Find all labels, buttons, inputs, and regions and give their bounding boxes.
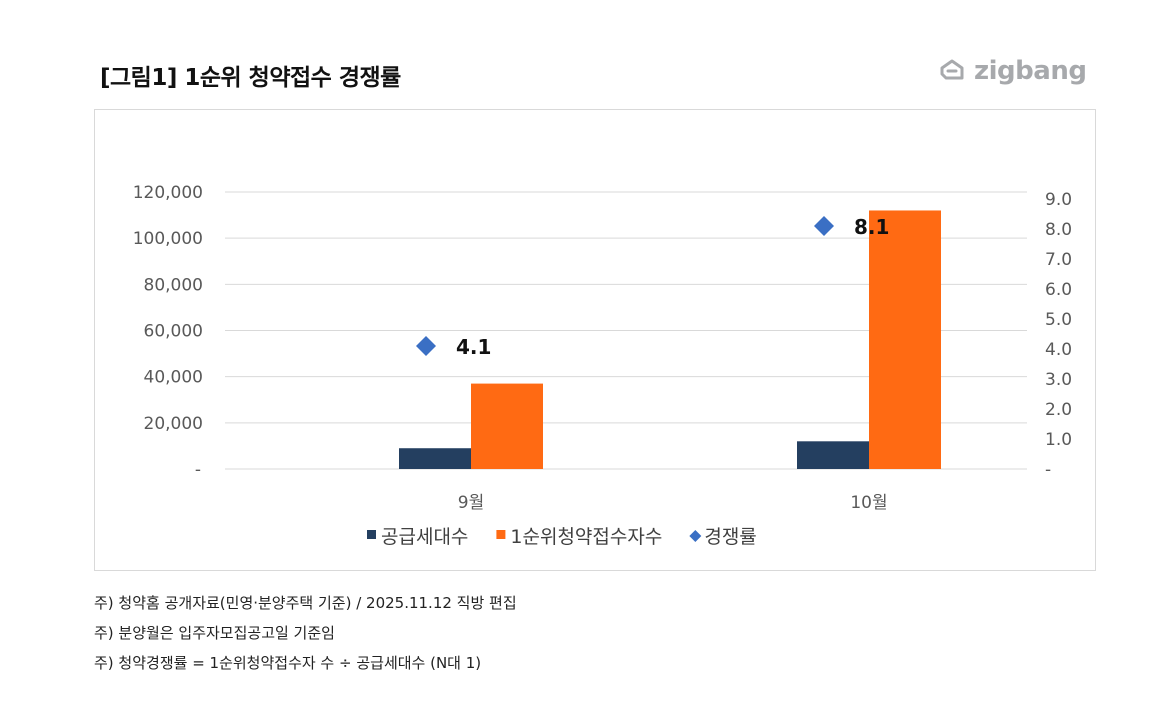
footnote-month-basis: 주) 분양월은 입주자모집공고일 기준임 <box>94 624 335 642</box>
footnote-ratio-formula: 주) 청약경쟁률 = 1순위청약접수자 수 ÷ 공급세대수 (N대 1) <box>94 654 482 672</box>
right-axis-tick-label: 5.0 <box>1045 310 1072 330</box>
ratio-marker <box>814 216 834 236</box>
zigbang-logo-icon <box>940 59 964 80</box>
left-axis-tick-label: - <box>195 460 201 480</box>
ratio-data-label: 8.1 <box>854 215 889 239</box>
right-axis-tick-label: 4.0 <box>1045 340 1072 360</box>
chart-title: [그림1] 1순위 청약접수 경쟁률 <box>100 65 401 91</box>
ratio-marker <box>416 336 436 356</box>
right-axis-tick-label: 2.0 <box>1045 400 1072 420</box>
legend-swatch <box>689 530 702 542</box>
combo-chart: - 20,000 40,000 60,000 80,000 100,000 120,000 -… <box>133 183 1072 548</box>
bar <box>869 210 941 469</box>
brand-logo: zigbang <box>938 56 1087 86</box>
ratio-data-label: 4.1 <box>456 335 491 359</box>
left-axis-tick-label: 20,000 <box>144 414 203 434</box>
right-axis-tick-label: 3.0 <box>1045 370 1072 390</box>
legend-label: 공급세대수 <box>381 526 468 548</box>
legend-label: 경쟁률 <box>704 526 756 548</box>
bar <box>399 448 471 469</box>
x-axis-category-label: 10월 <box>850 493 887 513</box>
bar <box>471 383 543 469</box>
left-axis-tick-label: 100,000 <box>133 229 203 249</box>
right-axis-tick-label: 9.0 <box>1045 190 1072 210</box>
legend-swatch <box>496 530 506 539</box>
left-axis-tick-label: 60,000 <box>144 322 203 342</box>
x-axis-category-label: 9월 <box>458 493 484 513</box>
right-axis-tick-label: 8.0 <box>1045 220 1072 240</box>
right-axis-tick-label: 7.0 <box>1045 250 1072 270</box>
left-axis-tick-label: 40,000 <box>144 368 203 388</box>
left-axis-tick-label: 120,000 <box>133 183 203 203</box>
right-axis-tick-label: 6.0 <box>1045 280 1072 300</box>
right-axis-tick-label: - <box>1045 460 1051 480</box>
legend-swatch <box>367 530 376 539</box>
left-axis-tick-label: 80,000 <box>144 275 203 295</box>
right-axis-tick-label: 1.0 <box>1045 430 1072 450</box>
chart-area: - 20,000 40,000 60,000 80,000 100,000 120,000 -… <box>94 109 1096 571</box>
footnote-source: 주) 청약홈 공개자료(민영·분양주택 기준) / 2025.11.12 직방 … <box>94 594 517 612</box>
footnotes: 주) 청약홈 공개자료(민영·분양주택 기준) / 2025.11.12 직방 … <box>94 588 517 678</box>
brand-name: zigbang <box>974 56 1087 86</box>
bar <box>797 441 869 469</box>
legend-label: 1순위청약접수자수 <box>510 526 662 548</box>
